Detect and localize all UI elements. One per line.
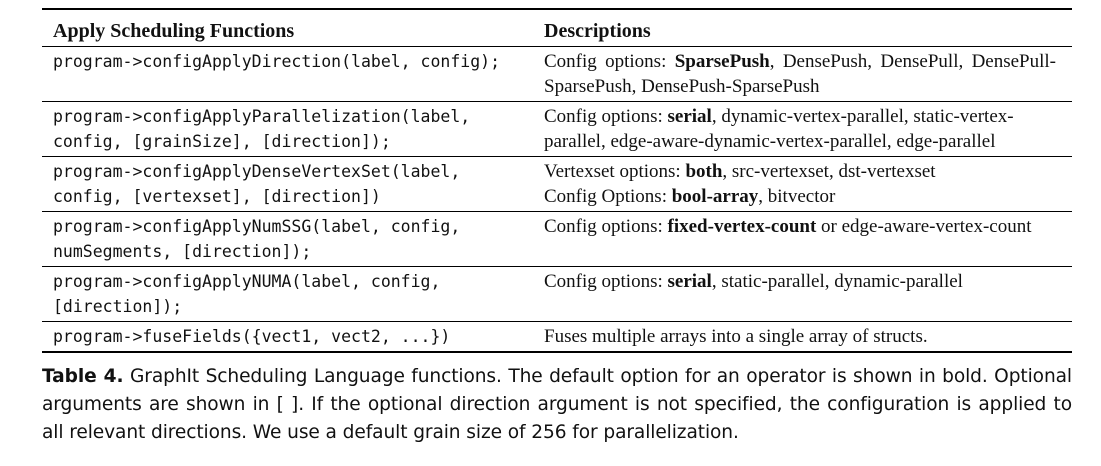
code-line: program->configApplyNUMA(label, config,: [53, 272, 441, 291]
code-line: numSegments, [direction]);: [53, 242, 312, 261]
code-line: program->configApplyParallelization(labe…: [53, 107, 471, 126]
default-option-bold: serial: [667, 106, 712, 127]
code-line: program->configApplyDenseVertexSet(label…: [53, 162, 461, 181]
table-row: program->configApplyDenseVertexSet(label…: [42, 156, 1072, 212]
default-option-bold: bool-array: [671, 186, 759, 207]
caption-text: GraphIt Scheduling Language functions. T…: [42, 366, 1072, 443]
function-signature: program->configApplyDirection(label, con…: [42, 46, 533, 102]
function-description: Config options: serial, dynamic-vertex-p…: [533, 101, 1072, 157]
table-body: program->configApplyDirection(label, con…: [42, 46, 1072, 353]
function-signature: program->configApplyParallelization(labe…: [42, 101, 533, 157]
default-option-bold: serial: [667, 271, 712, 292]
paper-table-figure: Apply Scheduling Functions Descriptions …: [42, 8, 1072, 466]
code-line: program->configApplyDirection(label, con…: [53, 52, 501, 71]
default-option-bold: fixed-vertex-count: [667, 216, 817, 237]
default-option-bold: both: [685, 161, 723, 182]
function-description: Vertexset options: both, src-vertexset, …: [533, 156, 1072, 212]
description-line: Config Options: bool-array, bitvector: [544, 184, 1056, 209]
description-text: Config options:: [544, 51, 675, 72]
function-description: Fuses multiple arrays into a single arra…: [533, 321, 1072, 353]
description-text: , dynamic-vertex-parallel, static-vertex…: [544, 106, 1014, 152]
description-text: , bitvector: [758, 186, 836, 207]
description-text: Config Options:: [544, 186, 672, 207]
function-signature: program->configApplyNUMA(label, config, […: [42, 266, 533, 322]
table-header-row: Apply Scheduling Functions Descriptions: [42, 8, 1072, 47]
table-row: program->configApplyNUMA(label, config, […: [42, 266, 1072, 322]
description-text: , static-parallel, dynamic-parallel: [711, 271, 963, 292]
description-text: Vertexset options:: [544, 161, 686, 182]
header-descriptions: Descriptions: [533, 8, 1072, 47]
caption-label: Table 4.: [42, 366, 124, 387]
code-line: config, [grainSize], [direction]);: [53, 132, 391, 151]
table-caption: Table 4. GraphIt Scheduling Language fun…: [42, 363, 1072, 447]
description-text: Fuses multiple arrays into a single arra…: [544, 326, 928, 347]
description-text: , DensePush, DensePull, DensePull-Sparse…: [544, 51, 1056, 97]
description-line: Vertexset options: both, src-vertexset, …: [544, 159, 1056, 184]
function-signature: program->configApplyDenseVertexSet(label…: [42, 156, 533, 212]
description-text: or edge-aware-vertex-count: [816, 216, 1032, 237]
table-row: program->configApplyDirection(label, con…: [42, 46, 1072, 102]
table-row: program->configApplyNumSSG(label, config…: [42, 211, 1072, 267]
table-row: program->fuseFields({vect1, vect2, ...})…: [42, 321, 1072, 353]
function-description: Config options: fixed-vertex-count or ed…: [533, 211, 1072, 267]
function-description: Config options: serial, static-parallel,…: [533, 266, 1072, 322]
table-row: program->configApplyParallelization(labe…: [42, 101, 1072, 157]
function-signature: program->configApplyNumSSG(label, config…: [42, 211, 533, 267]
description-text: Config options:: [544, 271, 668, 292]
function-description: Config options: SparsePush, DensePush, D…: [533, 46, 1072, 102]
code-line: [direction]);: [53, 297, 183, 316]
code-line: program->configApplyNumSSG(label, config…: [53, 217, 461, 236]
header-apply-scheduling-functions: Apply Scheduling Functions: [42, 8, 533, 47]
default-option-bold: SparsePush: [674, 51, 770, 72]
description-text: , src-vertexset, dst-vertexset: [722, 161, 936, 182]
code-line: config, [vertexset], [direction]): [53, 187, 381, 206]
function-signature: program->fuseFields({vect1, vect2, ...}): [42, 321, 533, 353]
description-text: Config options:: [544, 106, 668, 127]
description-text: Config options:: [544, 216, 668, 237]
code-line: program->fuseFields({vect1, vect2, ...}): [53, 327, 451, 346]
scheduling-functions-table: Apply Scheduling Functions Descriptions …: [42, 8, 1072, 353]
